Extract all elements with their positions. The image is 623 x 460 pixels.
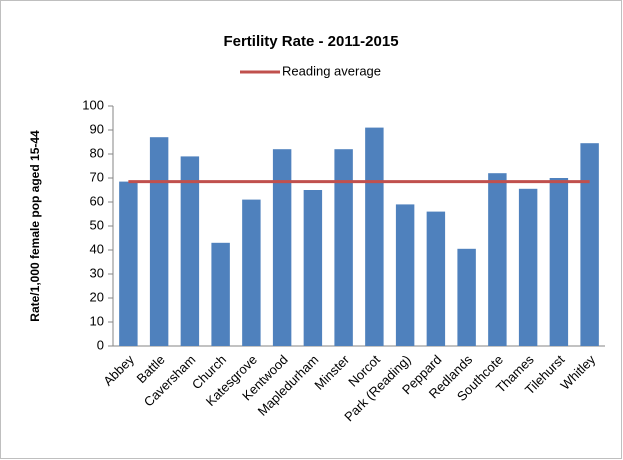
bar: [395, 204, 415, 346]
bar: [180, 156, 200, 346]
bar: [580, 143, 599, 346]
legend-label: Reading average: [282, 63, 381, 78]
bar: [149, 137, 169, 346]
bar: [365, 127, 384, 346]
y-tick-label: 90: [90, 121, 104, 136]
bar: [272, 149, 292, 346]
y-tick-label: 0: [97, 337, 104, 352]
bar: [242, 199, 261, 346]
bar: [426, 211, 446, 346]
y-tick-label: 60: [90, 193, 104, 208]
y-tick-label: 30: [90, 265, 104, 280]
y-tick-label: 10: [90, 313, 104, 328]
bar: [119, 181, 138, 346]
y-tick-label: 70: [90, 169, 104, 184]
bar: [488, 173, 507, 346]
y-tick-label: 80: [90, 145, 104, 160]
y-tick-label: 100: [82, 97, 104, 112]
bar: [211, 242, 230, 346]
y-tick-label: 20: [90, 289, 104, 304]
bar: [549, 178, 569, 346]
y-tick-label: 40: [90, 241, 104, 256]
bar: [457, 248, 476, 346]
chart-title: Fertility Rate - 2011-2015: [223, 33, 398, 50]
bar: [518, 188, 538, 346]
bar: [334, 149, 353, 346]
bar: [303, 190, 323, 346]
y-tick-label: 50: [90, 217, 104, 232]
y-axis-label: Rate/1,000 female pop aged 15-44: [28, 130, 42, 322]
